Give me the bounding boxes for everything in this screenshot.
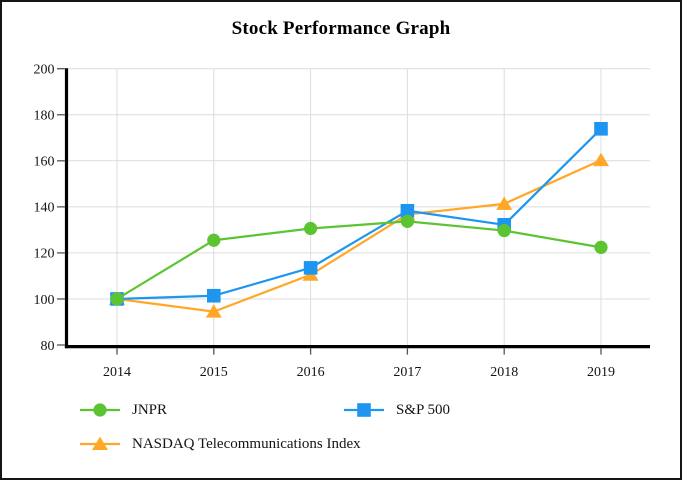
legend-swatch-marker-square xyxy=(357,403,371,417)
data-point-jnpr xyxy=(207,233,221,247)
legend-item-sp500: S&P 500 xyxy=(344,402,450,418)
x-axis-label: 2017 xyxy=(393,365,421,380)
data-point-jnpr xyxy=(594,240,608,254)
series-line-s-p-500 xyxy=(115,127,603,301)
x-axis-label: 2015 xyxy=(200,365,228,380)
data-point-jnpr xyxy=(110,292,124,306)
data-point-jnpr xyxy=(304,221,318,236)
jnpr-line-marker-icon xyxy=(80,403,120,417)
data-point-nasdaq-telecommunications-index xyxy=(496,196,513,210)
legend-label-nasdaq-telecom: NASDAQ Telecommunications Index xyxy=(132,436,361,452)
data-point-jnpr xyxy=(497,223,511,238)
series-line-jnpr xyxy=(115,220,603,301)
sp500-line-marker-icon xyxy=(344,403,384,417)
y-axis-label: 200 xyxy=(34,63,55,78)
y-axis-label: 120 xyxy=(34,247,55,262)
y-axis-label: 180 xyxy=(34,109,55,124)
legend-item-jnpr: JNPR xyxy=(80,402,167,418)
y-axis-label: 160 xyxy=(34,155,55,170)
data-point-s-p-500 xyxy=(207,288,221,303)
legend-swatch-marker-triangle xyxy=(92,436,108,450)
data-point-s-p-500 xyxy=(303,261,318,275)
x-axis-label: 2019 xyxy=(587,365,615,380)
y-axis-label: 140 xyxy=(34,201,55,216)
chart-title: Stock Performance Graph xyxy=(231,18,451,39)
legend-label-jnpr: JNPR xyxy=(132,402,168,418)
legend-swatch-marker-circle xyxy=(93,403,107,417)
series-line-nasdaq-telecommunications-index xyxy=(115,159,603,313)
x-axis-label: 2018 xyxy=(490,365,518,380)
x-axis-label: 2014 xyxy=(103,365,131,380)
data-point-jnpr xyxy=(400,214,414,228)
data-point-nasdaq-telecommunications-index xyxy=(593,152,609,167)
x-axis-label: 2016 xyxy=(297,365,325,380)
legend-item-nasdaq-telecom: NASDAQ Telecommunications Index xyxy=(80,436,361,452)
y-axis-label: 100 xyxy=(34,293,55,308)
data-point-s-p-500 xyxy=(594,121,608,136)
nasdaq-telecom-line-marker-icon xyxy=(80,436,120,450)
y-axis-label: 80 xyxy=(41,339,55,354)
legend-label-sp500: S&P 500 xyxy=(396,402,451,418)
data-point-nasdaq-telecommunications-index xyxy=(205,304,222,318)
data-point-s-p-500 xyxy=(400,203,415,218)
